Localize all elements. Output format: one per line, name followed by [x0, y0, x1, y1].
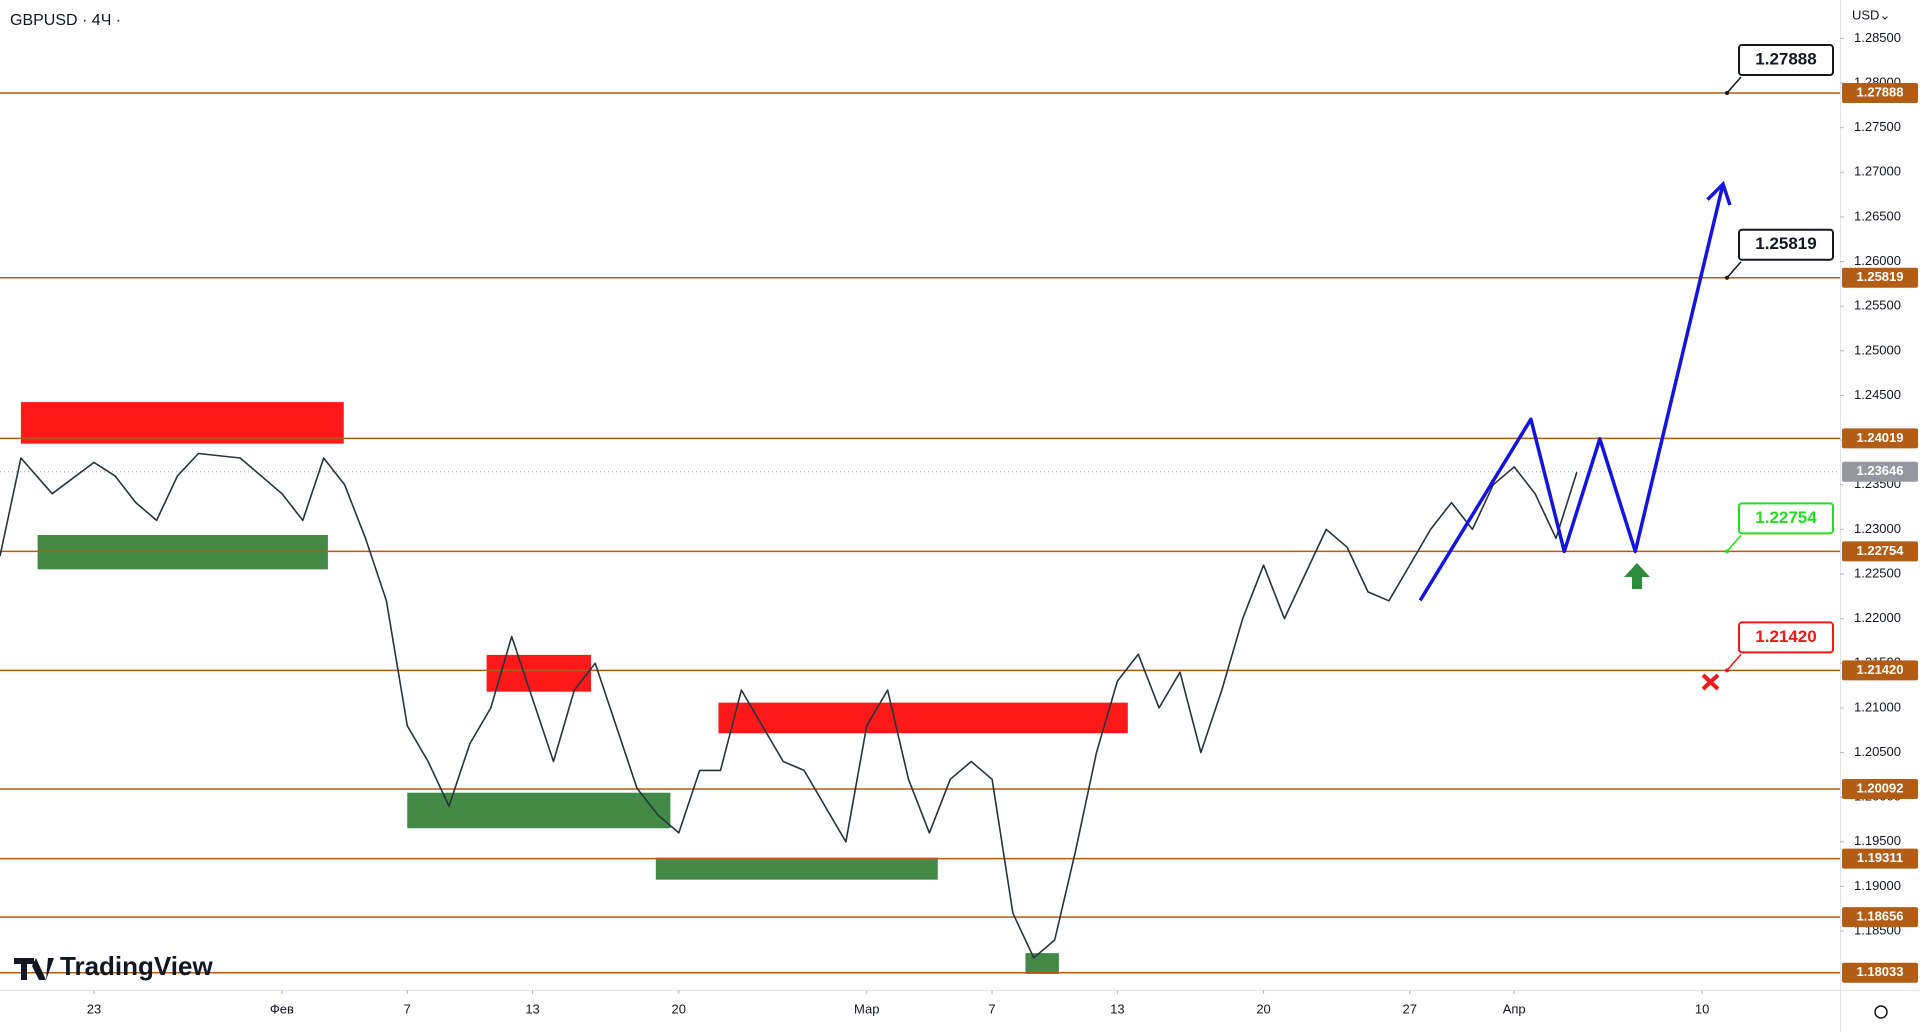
price-line: [0, 452, 1578, 959]
zone: [655, 857, 938, 880]
y-tick-label: 1.27000: [1854, 164, 1901, 179]
y-tick-label: 1.25000: [1854, 342, 1901, 357]
callout-anchor: [1725, 275, 1729, 280]
level-label: 1.19311: [1857, 850, 1903, 865]
x-tick-label: 20: [1256, 1001, 1270, 1016]
y-tick-label: 1.26000: [1854, 253, 1901, 268]
x-tick-label: 13: [1110, 1001, 1124, 1016]
level-label: 1.24019: [1857, 430, 1904, 445]
x-tick-label: 10: [1695, 1001, 1709, 1016]
callout-label: 1.27888: [1755, 50, 1816, 69]
currency-selector[interactable]: USD⌄: [1852, 7, 1890, 22]
callout-label: 1.21420: [1755, 627, 1816, 646]
callout: 1.22754: [1725, 502, 1834, 554]
gear[interactable]: [1874, 1005, 1888, 1019]
callout-box: [1738, 228, 1834, 261]
level-label-box: [1842, 962, 1918, 983]
up-arrow-icon: [1624, 563, 1650, 589]
symbol-title[interactable]: GBPUSD · 4Ч ·: [10, 12, 121, 29]
level-label-box: [1842, 907, 1918, 928]
level-label-box: [1842, 541, 1918, 562]
level-label: 1.18656: [1857, 909, 1904, 924]
stop-cross-icon: [1701, 673, 1720, 691]
callout-pointer: [1726, 76, 1742, 94]
brand-name: TradingView: [60, 951, 213, 981]
x-tick-label: 20: [672, 1001, 686, 1016]
y-tick-label: 1.22000: [1854, 610, 1901, 625]
callout-anchor: [1725, 91, 1729, 96]
zone: [486, 654, 592, 692]
logo-icon: [14, 958, 54, 980]
y-tick-label: 1.23000: [1854, 521, 1901, 536]
y-tick-label: 1.26500: [1854, 208, 1901, 223]
projection-path: [1418, 183, 1725, 602]
callout-box: [1738, 502, 1834, 535]
x-tick-label: Апр: [1503, 1001, 1526, 1016]
y-tick-label: 1.20500: [1854, 744, 1901, 759]
zone: [407, 792, 671, 829]
level-label: 1.27888: [1857, 84, 1904, 99]
callout-box: [1738, 44, 1834, 77]
x-tick-label: 7: [988, 1001, 995, 1016]
callout-pointer: [1726, 534, 1742, 552]
callout-pointer: [1726, 261, 1742, 279]
y-tick-label: 1.22500: [1854, 565, 1901, 580]
y-tick-label: 1.19000: [1854, 878, 1901, 893]
level-label: 1.22754: [1857, 543, 1905, 558]
callout: 1.27888: [1725, 44, 1834, 96]
y-tick-label: 1.28500: [1854, 30, 1901, 45]
callout-label: 1.22754: [1755, 508, 1817, 527]
callout-label: 1.25819: [1755, 234, 1816, 253]
zone: [1025, 953, 1059, 974]
x-tick-label: 13: [525, 1001, 539, 1016]
settings-icon[interactable]: [1874, 1005, 1888, 1019]
brand-logo: TradingView: [14, 951, 213, 981]
level-label-box: [1842, 778, 1918, 799]
level-label: 1.18033: [1857, 964, 1904, 979]
level-label-box: [1842, 660, 1918, 681]
x-tick-label: 23: [87, 1001, 101, 1016]
level-label: 1.20092: [1857, 780, 1904, 795]
level-label-box: [1842, 83, 1918, 104]
y-tick-label: 1.19500: [1854, 833, 1901, 848]
callout-box: [1738, 621, 1834, 654]
x-tick-label: 7: [404, 1001, 411, 1016]
x-tick-label: Мар: [854, 1001, 879, 1016]
level-label-box: [1842, 428, 1918, 449]
last-price-box: [1842, 461, 1918, 482]
y-tick-label: 1.27500: [1854, 119, 1901, 134]
projection-arrowhead: [1706, 180, 1732, 206]
zone: [37, 534, 328, 570]
level-label: 1.25819: [1857, 269, 1904, 284]
zone: [20, 402, 344, 444]
y-tick-label: 1.25500: [1854, 298, 1901, 313]
callout-anchor: [1725, 668, 1729, 673]
callout: 1.21420: [1725, 621, 1834, 673]
level-label-box: [1842, 267, 1918, 288]
callout-pointer: [1726, 653, 1742, 671]
x-tick-label: Фев: [270, 1001, 294, 1016]
last-price-label: 1.23646: [1857, 463, 1904, 478]
y-tick-label: 1.21000: [1854, 699, 1901, 714]
x-tick-label: 27: [1403, 1001, 1417, 1016]
level-label: 1.21420: [1857, 662, 1904, 677]
callout: 1.25819: [1725, 228, 1834, 280]
level-label-box: [1842, 848, 1918, 869]
zone: [718, 702, 1128, 734]
y-tick-label: 1.24500: [1854, 387, 1901, 402]
callout-anchor: [1725, 549, 1729, 554]
